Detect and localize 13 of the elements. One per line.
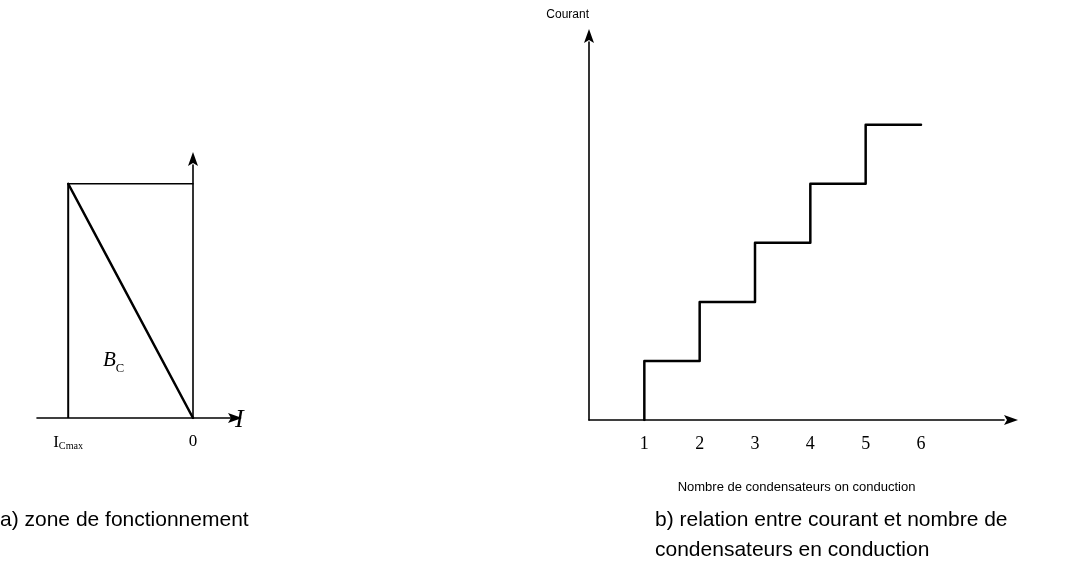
x-tick-label: 0 bbox=[188, 431, 198, 450]
x-axis-title: I bbox=[234, 403, 245, 433]
text: b) relation entre courant et nombre de condensateurs en conduction bbox=[655, 506, 1014, 560]
y-axis-title: Courant bbox=[546, 7, 590, 21]
x-tick-label: 2 bbox=[695, 433, 705, 453]
x-tick-label: 5 bbox=[861, 433, 871, 453]
x-tick-label: 3 bbox=[750, 433, 760, 453]
x-tick-label: 6 bbox=[916, 433, 926, 453]
x-tick-label: 1 bbox=[639, 433, 649, 453]
x-tick-label: 4 bbox=[805, 433, 815, 453]
text: a) zone de fonctionnement bbox=[0, 506, 249, 530]
x-axis-title: Nombre de condensateurs on conduction bbox=[677, 479, 916, 494]
x-tick-label: ICmax bbox=[53, 431, 84, 451]
